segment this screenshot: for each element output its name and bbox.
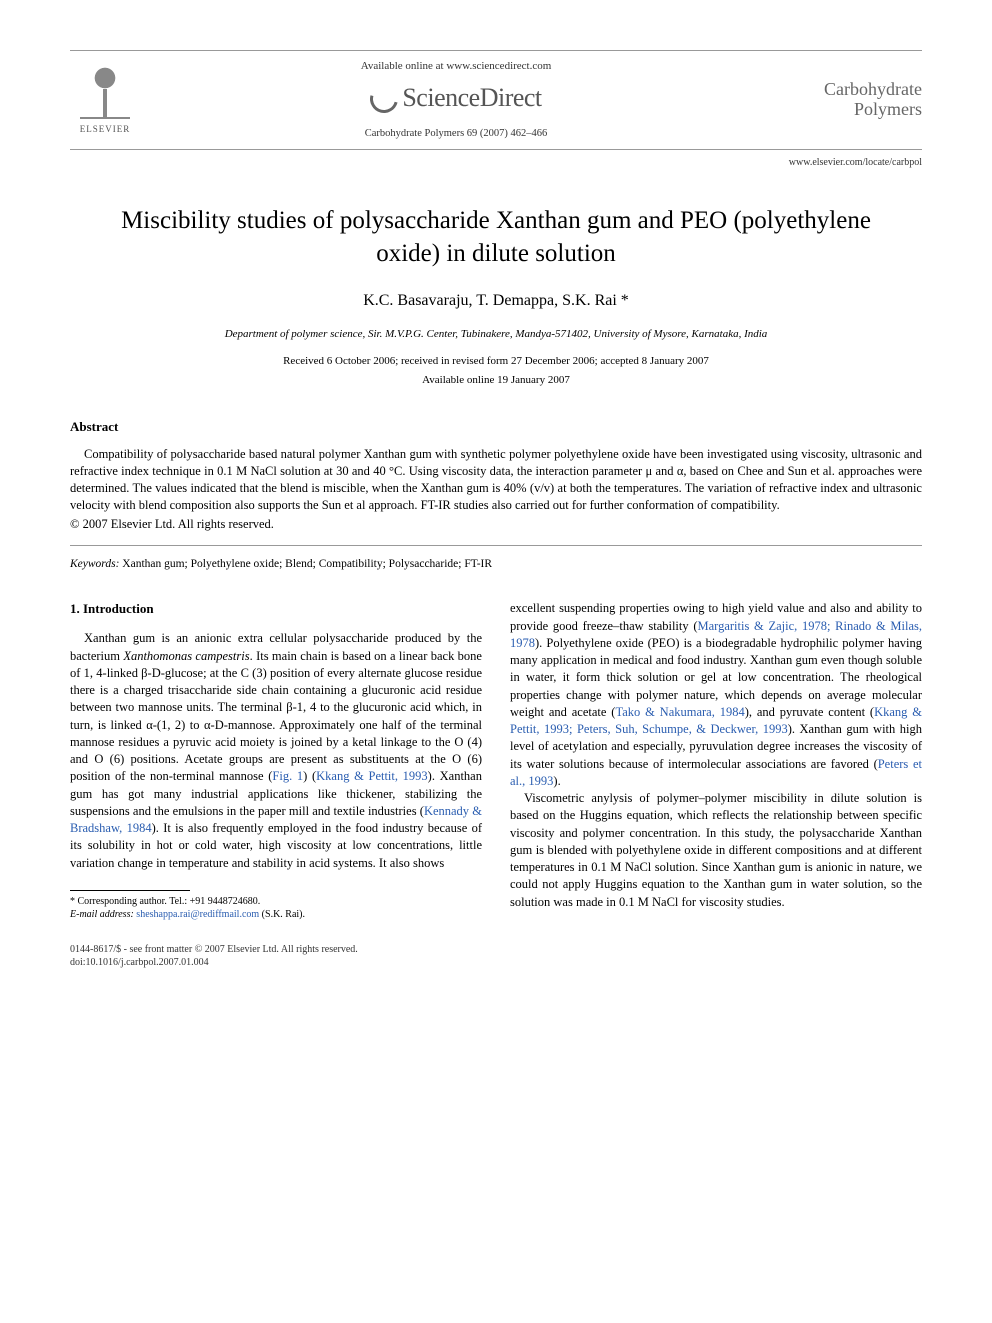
journal-reference: Carbohydrate Polymers 69 (2007) 462–466: [140, 127, 772, 142]
elsevier-tree-icon: [80, 64, 130, 119]
affiliation: Department of polymer science, Sir. M.V.…: [70, 327, 922, 342]
journal-name-line1: Carbohydrate: [772, 80, 922, 100]
abstract-section: Abstract Compatibility of polysaccharide…: [70, 418, 922, 546]
page-footer: 0144-8617/$ - see front matter © 2007 El…: [70, 943, 922, 969]
intro-paragraph-2: Viscometric anylysis of polymer–polymer …: [510, 790, 922, 911]
figure-ref-1[interactable]: Fig. 1: [272, 769, 303, 783]
corresponding-tel: * Corresponding author. Tel.: +91 944872…: [70, 895, 482, 908]
intro-paragraph-1-cont: excellent suspending properties owing to…: [510, 600, 922, 790]
banner-center: Available online at www.sciencedirect.co…: [140, 59, 772, 141]
elsevier-label: ELSEVIER: [80, 123, 131, 136]
keywords-text: Xanthan gum; Polyethylene oxide; Blend; …: [119, 558, 492, 570]
corresponding-email-line: E-mail address: sheshappa.rai@rediffmail…: [70, 908, 482, 921]
abstract-copyright: © 2007 Elsevier Ltd. All rights reserved…: [70, 516, 922, 534]
journal-brand: Carbohydrate Polymers: [772, 80, 922, 120]
journal-name-line2: Polymers: [772, 100, 922, 120]
p1r-text-e: ).: [553, 774, 560, 788]
p1-text-c: ) (: [303, 769, 316, 783]
corresponding-author-footnote: * Corresponding author. Tel.: +91 944872…: [70, 895, 482, 921]
p1-text-b: . Its main chain is based on a linear ba…: [70, 649, 482, 784]
email-label: E-mail address:: [70, 909, 134, 920]
sciencedirect-label: ScienceDirect: [402, 80, 541, 116]
body-columns: 1. Introduction Xanthan gum is an anioni…: [70, 600, 922, 920]
species-name: Xanthomonas campestris: [123, 649, 249, 663]
available-online-date: Available online 19 January 2007: [70, 373, 922, 388]
abstract-text: Compatibility of polysaccharide based na…: [70, 446, 922, 514]
article-title: Miscibility studies of polysaccharide Xa…: [70, 205, 922, 270]
abstract-heading: Abstract: [70, 418, 922, 436]
received-dates: Received 6 October 2006; received in rev…: [70, 354, 922, 369]
left-column: 1. Introduction Xanthan gum is an anioni…: [70, 600, 482, 920]
citation-kkang-1993[interactable]: Kkang & Pettit, 1993: [316, 769, 428, 783]
publisher-banner: ELSEVIER Available online at www.science…: [70, 50, 922, 150]
email-person: (S.K. Rai).: [259, 909, 305, 920]
footnote-separator: [70, 890, 190, 891]
email-address[interactable]: sheshappa.rai@rediffmail.com: [134, 909, 259, 920]
authors: K.C. Basavaraju, T. Demappa, S.K. Rai *: [70, 290, 922, 312]
journal-url: www.elsevier.com/locate/carbpol: [70, 156, 922, 170]
footer-doi: doi:10.1016/j.carbpol.2007.01.004: [70, 956, 922, 969]
footer-copyright: 0144-8617/$ - see front matter © 2007 El…: [70, 943, 922, 956]
introduction-heading: 1. Introduction: [70, 600, 482, 618]
intro-paragraph-1: Xanthan gum is an anionic extra cellular…: [70, 630, 482, 872]
elsevier-logo: ELSEVIER: [70, 60, 140, 140]
sciencedirect-logo: ScienceDirect: [140, 80, 772, 116]
available-online-text: Available online at www.sciencedirect.co…: [140, 59, 772, 74]
keywords-line: Keywords: Xanthan gum; Polyethylene oxid…: [70, 556, 922, 572]
right-column: excellent suspending properties owing to…: [510, 600, 922, 920]
keywords-label: Keywords:: [70, 558, 119, 570]
sciencedirect-swoosh-icon: [365, 79, 403, 117]
citation-tako-1984[interactable]: Tako & Nakumara, 1984: [615, 705, 744, 719]
p1r-text-c: ), and pyruvate content (: [745, 705, 874, 719]
